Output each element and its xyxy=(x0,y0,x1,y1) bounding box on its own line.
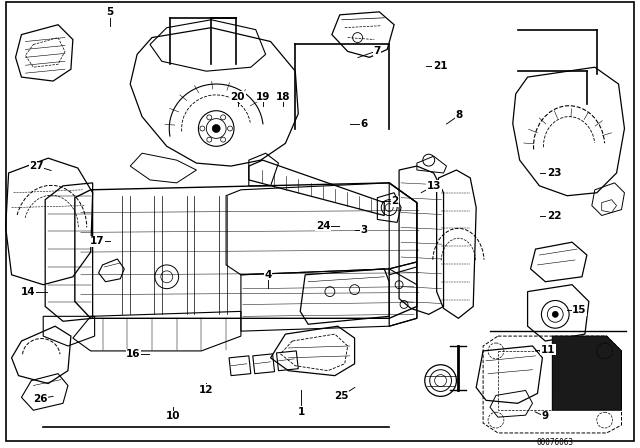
Text: 26: 26 xyxy=(33,393,47,404)
Text: 13: 13 xyxy=(427,181,441,191)
Text: 22: 22 xyxy=(547,211,561,221)
Text: 15: 15 xyxy=(572,305,587,315)
Text: 8: 8 xyxy=(456,110,463,120)
Text: 24: 24 xyxy=(316,221,330,231)
Text: 9: 9 xyxy=(541,411,548,421)
Text: 4: 4 xyxy=(264,270,272,280)
Text: 10: 10 xyxy=(166,411,180,421)
Text: 2: 2 xyxy=(391,197,398,207)
Text: 21: 21 xyxy=(433,60,447,70)
Text: 27: 27 xyxy=(29,161,44,171)
Text: 20: 20 xyxy=(230,91,245,102)
Text: 11: 11 xyxy=(541,345,555,355)
Text: 7: 7 xyxy=(373,46,381,56)
Circle shape xyxy=(552,311,558,317)
Text: 25: 25 xyxy=(333,392,348,401)
Text: 14: 14 xyxy=(20,287,35,297)
Text: 6: 6 xyxy=(361,119,368,129)
Text: 12: 12 xyxy=(199,385,213,395)
Text: 1: 1 xyxy=(298,407,305,417)
Circle shape xyxy=(212,125,220,133)
Text: 16: 16 xyxy=(126,349,141,359)
Text: 18: 18 xyxy=(276,91,291,102)
Polygon shape xyxy=(552,336,621,410)
Text: 23: 23 xyxy=(547,168,561,178)
Text: 19: 19 xyxy=(256,91,270,102)
Text: 5: 5 xyxy=(106,8,113,17)
Text: 17: 17 xyxy=(90,237,104,246)
Text: 3: 3 xyxy=(361,225,368,235)
Text: 00076063: 00076063 xyxy=(537,438,574,447)
